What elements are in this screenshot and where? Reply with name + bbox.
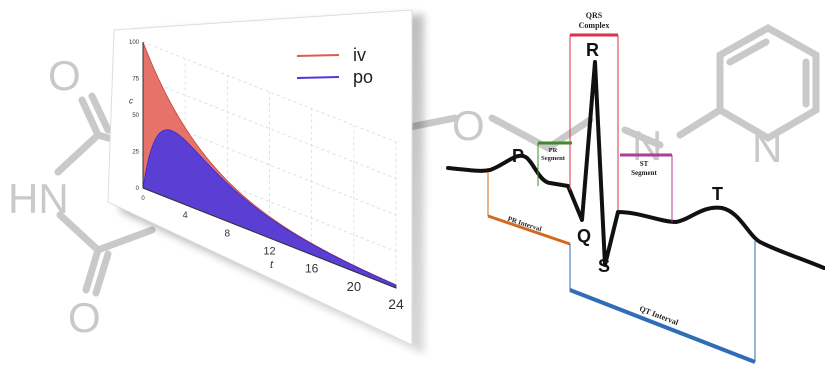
molecule-atom-o-bottom: O xyxy=(68,294,101,341)
st-segment-label-bottom: Segment xyxy=(631,169,657,177)
pr-segment-label-top: PR xyxy=(549,147,558,154)
molecule-atom-o-ether: O xyxy=(452,102,485,149)
bond xyxy=(92,250,112,297)
bond xyxy=(676,106,724,139)
y-axis-label: c xyxy=(129,96,133,105)
bond xyxy=(88,92,112,134)
molecule-atom-o-top: O xyxy=(48,52,81,99)
x-tick-label: 24 xyxy=(388,296,404,312)
pyridine-ring xyxy=(716,23,820,143)
pr-segment-label-bottom: Segment xyxy=(541,155,566,162)
bond xyxy=(94,226,156,254)
y-tick-label: 25 xyxy=(132,150,139,156)
ecg-trace xyxy=(446,60,825,270)
legend-label-iv: iv xyxy=(353,45,366,65)
x-axis-label: t xyxy=(270,259,274,271)
ecg-wave-t: T xyxy=(712,184,723,204)
bond xyxy=(726,38,770,66)
qrs-complex-label-top: QRS xyxy=(586,11,603,20)
st-segment-label-top: ST xyxy=(640,160,649,168)
bond xyxy=(54,131,102,176)
legend-swatch-po xyxy=(296,76,340,79)
bond xyxy=(82,246,102,294)
molecule-atom-n: N xyxy=(632,122,662,169)
x-tick-label: 16 xyxy=(305,262,319,276)
molecule-atom-hn: HN xyxy=(8,175,69,222)
qt-interval-bar xyxy=(569,288,756,364)
y-tick-label: 100 xyxy=(129,40,140,46)
bond xyxy=(621,126,664,149)
x-axis xyxy=(142,187,397,289)
legend-label-po: po xyxy=(353,67,373,87)
ecg-wave-r: R xyxy=(586,40,599,60)
y-tick-label: 50 xyxy=(132,113,139,119)
bond xyxy=(56,211,102,254)
y-tick-label: 0 xyxy=(136,186,140,192)
x-tick-label: 20 xyxy=(347,279,361,294)
ecg-wave-q: Q xyxy=(577,226,591,246)
y-tick-label: 75 xyxy=(132,77,139,83)
x-tick-label: 0 xyxy=(141,196,145,202)
x-tick-label: 4 xyxy=(183,210,188,220)
ecg-wave-p: P xyxy=(512,146,524,166)
ecg-diagram: QRS Complex PR Segment ST Segment PR Int… xyxy=(446,11,825,364)
pr-interval-label: PR Interval xyxy=(507,215,543,233)
bond xyxy=(78,96,102,139)
x-tick-label: 8 xyxy=(225,228,231,239)
pr-interval-bar xyxy=(487,214,571,246)
molecule-atom-n-pyridine: N xyxy=(752,124,782,171)
series-area-po xyxy=(142,129,397,289)
x-tick-label: 12 xyxy=(263,246,275,258)
qrs-complex-label-bottom: Complex xyxy=(579,21,610,30)
legend-swatch-iv xyxy=(296,54,340,57)
ecg-wave-s: S xyxy=(598,256,610,276)
